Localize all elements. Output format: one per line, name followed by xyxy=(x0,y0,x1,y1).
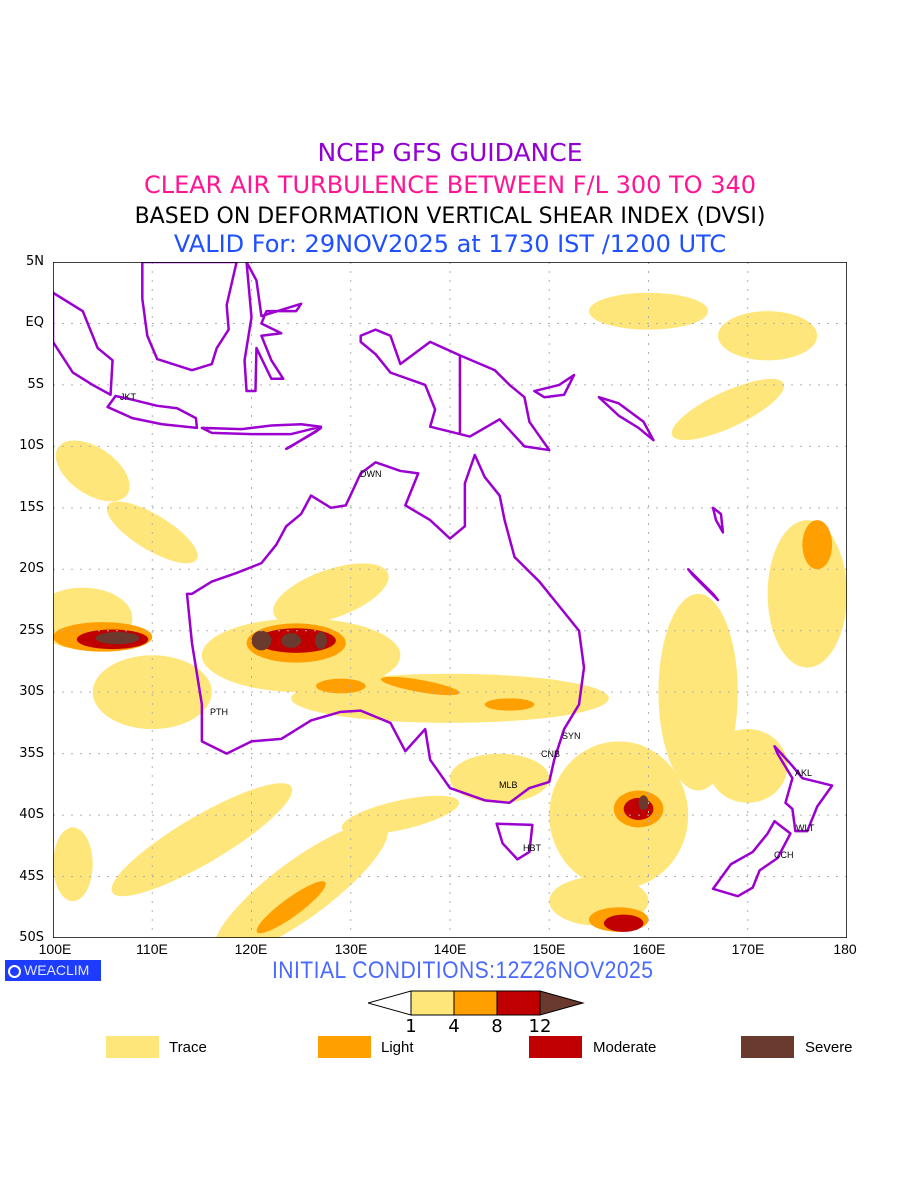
colorbar xyxy=(368,990,585,1016)
brand-logo: WEACLIM xyxy=(5,960,101,981)
lon-label: 140E xyxy=(433,941,467,957)
lat-label: 30S xyxy=(19,684,44,699)
lat-label: 10S xyxy=(19,438,44,453)
lon-label: 150E xyxy=(532,941,566,957)
colorbar-severe xyxy=(539,990,585,1016)
legend-label-severe: Severe xyxy=(805,1039,853,1056)
legend-swatch-light xyxy=(318,1036,371,1058)
australia-coast xyxy=(187,455,584,803)
lon-label: 110E xyxy=(136,941,168,957)
lat-label: 40S xyxy=(19,807,44,822)
solomon-coast xyxy=(599,397,654,440)
colorbar-light xyxy=(453,990,498,1016)
severe-areas xyxy=(95,630,649,811)
colorbar-tick: 8 xyxy=(491,1016,503,1037)
lon-label: 180 xyxy=(833,941,857,957)
lat-label: 35S xyxy=(19,746,44,761)
grid-lines xyxy=(53,262,847,938)
copyright-icon xyxy=(8,965,21,978)
city-label-mlb: MLB xyxy=(499,780,518,790)
timor-coast xyxy=(286,428,321,449)
city-label-jkt: JKT xyxy=(120,392,137,402)
colorbar-tick: 4 xyxy=(448,1016,460,1037)
new-caledonia-coast xyxy=(688,569,718,600)
legend-label-moderate: Moderate xyxy=(593,1039,657,1056)
lat-label: 50S xyxy=(19,930,44,945)
legend-label-trace: Trace xyxy=(169,1039,207,1056)
city-label-wlt: WLT xyxy=(796,823,815,833)
legend-swatch-moderate xyxy=(529,1036,582,1058)
turbulence-map xyxy=(53,262,847,938)
lat-label: 25S xyxy=(19,623,44,638)
initial-conditions: INITIAL CONDITIONS:12Z26NOV2025 xyxy=(272,957,654,984)
colorbar-moderate xyxy=(496,990,541,1016)
lat-label: 5N xyxy=(26,254,44,269)
coastlines xyxy=(53,262,832,896)
brand-name: WEACLIM xyxy=(24,962,90,978)
nz-south-coast xyxy=(713,821,790,896)
vanuatu-coast xyxy=(713,508,723,533)
lon-label: 170E xyxy=(731,941,765,957)
lat-label: 15S xyxy=(19,500,44,515)
sulawesi-coast xyxy=(245,262,302,391)
title-line-1: NCEP GFS GUIDANCE xyxy=(317,138,583,167)
lat-label: 20S xyxy=(19,561,44,576)
borneo-coast xyxy=(142,262,236,370)
city-label-akl: AKL xyxy=(795,768,813,778)
title-line-3: BASED ON DEFORMATION VERTICAL SHEAR INDE… xyxy=(134,204,766,229)
nz-north-coast xyxy=(775,746,833,831)
city-label-pth: PTH xyxy=(210,707,228,717)
tasmania-coast xyxy=(497,824,533,860)
city-label-cch: CCH xyxy=(774,850,794,860)
lon-label: 130E xyxy=(334,941,368,957)
new-guinea-coast xyxy=(361,330,550,450)
java-coast xyxy=(108,396,197,428)
sumatra-coast xyxy=(53,293,113,395)
lon-label: 160E xyxy=(632,941,666,957)
city-label-hbt: HBT xyxy=(523,843,541,853)
lat-label: 5S xyxy=(27,377,44,392)
legend-swatch-trace xyxy=(106,1036,159,1058)
new-britain-coast xyxy=(534,375,574,397)
legend-label-light: Light xyxy=(381,1039,414,1056)
colorbar-below-1 xyxy=(368,990,412,1016)
colorbar-tick: 12 xyxy=(528,1016,552,1037)
lat-label: 45S xyxy=(19,869,44,884)
city-label-dwn: DWN xyxy=(360,469,382,479)
colorbar-trace xyxy=(410,990,455,1016)
legend-swatch-severe xyxy=(741,1036,794,1058)
lon-label: 120E xyxy=(234,941,268,957)
city-label-syn: SYN xyxy=(562,731,581,741)
lat-label: EQ xyxy=(25,315,44,330)
colorbar-tick: 1 xyxy=(405,1016,417,1037)
lon-label: 100E xyxy=(38,941,72,957)
city-label-cnb: CNB xyxy=(541,749,561,759)
title-line-2: CLEAR AIR TURBULENCE BETWEEN F/L 300 TO … xyxy=(143,171,757,199)
valid-time: VALID For: 29NOV2025 at 1730 IST /1200 U… xyxy=(173,230,727,258)
